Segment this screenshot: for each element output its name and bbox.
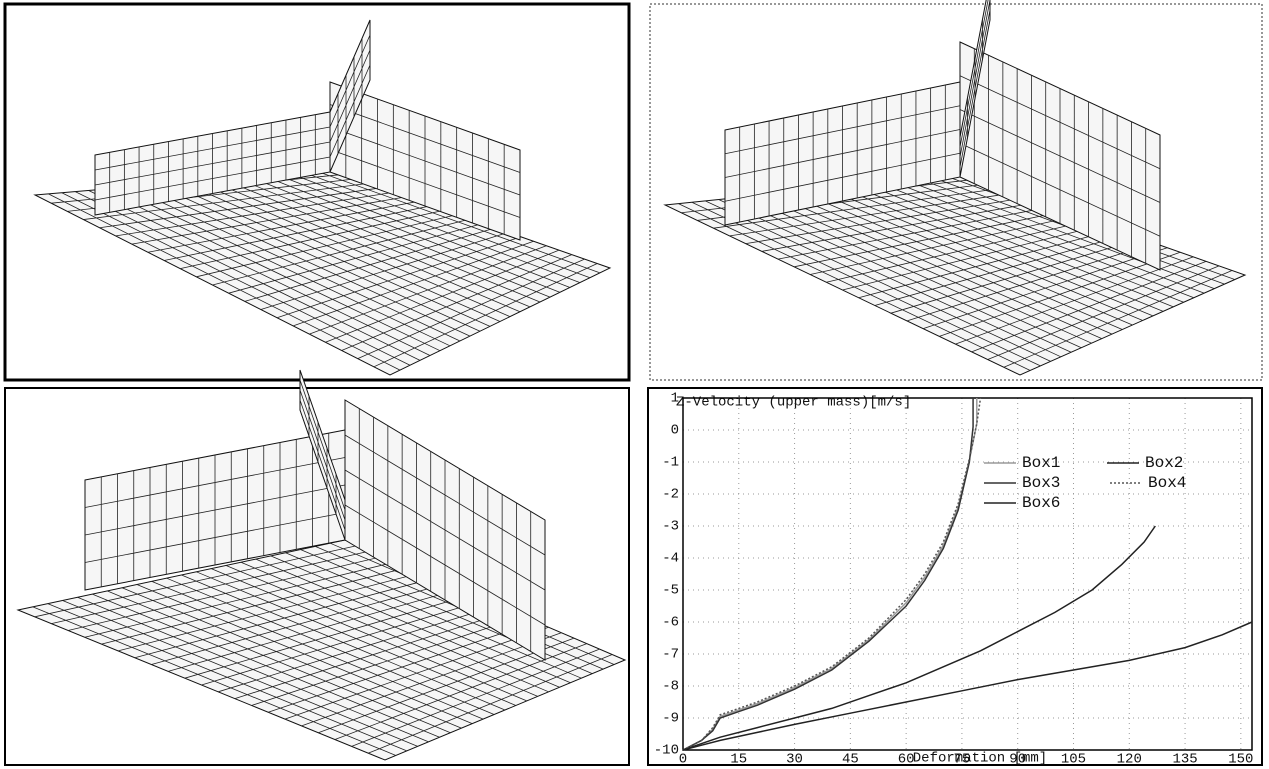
x-tick-label: 45: [842, 752, 859, 768]
x-tick-label: 150: [1228, 752, 1253, 768]
x-tick-label: 120: [1117, 752, 1142, 768]
x-tick-label: 75: [954, 752, 971, 768]
x-tick-label: 0: [679, 752, 687, 768]
chart-title: Z-Velocity (upper mass)[m/s]: [676, 395, 911, 411]
legend-label: Box1: [1022, 454, 1060, 472]
figure-canvas: Z-Velocity (upper mass)[m/s] Deformation…: [0, 0, 1269, 769]
legend-label: Box2: [1145, 454, 1183, 472]
figure: Z-Velocity (upper mass)[m/s] Deformation…: [0, 0, 1269, 769]
x-tick-label: 60: [898, 752, 915, 768]
y-tick-label: -7: [662, 647, 679, 663]
x-axis-label: Deformation [mm]: [913, 751, 1047, 767]
legend-label: Box3: [1022, 474, 1060, 492]
x-tick-label: 30: [786, 752, 803, 768]
y-tick-label: -5: [662, 583, 679, 599]
x-tick-label: 135: [1172, 752, 1197, 768]
x-tick-label: 15: [730, 752, 747, 768]
y-tick-label: -8: [662, 679, 679, 695]
y-tick-label: -2: [662, 487, 679, 503]
x-tick-label: 90: [1009, 752, 1026, 768]
y-tick-label: -4: [662, 551, 679, 567]
y-tick-label: -10: [654, 743, 679, 759]
x-tick-label: 105: [1061, 752, 1086, 768]
y-tick-label: -1: [662, 455, 679, 471]
legend-label: Box6: [1022, 494, 1060, 512]
y-tick-label: -6: [662, 615, 679, 631]
y-tick-label: -3: [662, 519, 679, 535]
y-tick-label: -9: [662, 711, 679, 727]
y-tick-label: 0: [671, 423, 679, 439]
y-tick-label: 1: [671, 391, 679, 407]
legend-label: Box4: [1148, 474, 1186, 492]
